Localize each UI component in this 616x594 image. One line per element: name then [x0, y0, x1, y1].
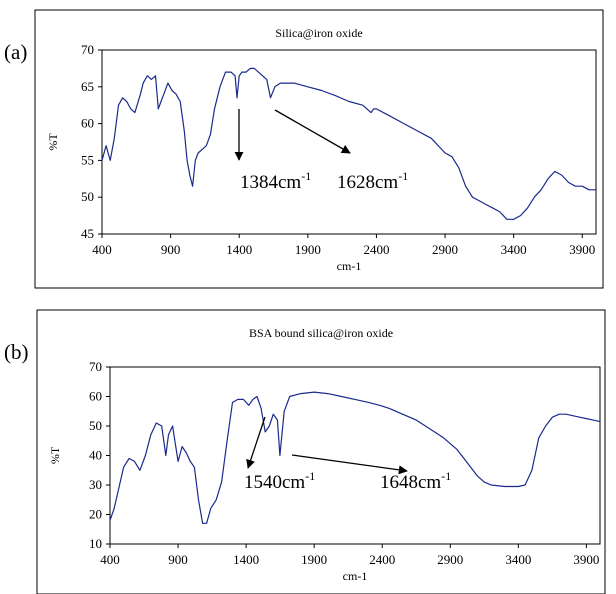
y-tick-label: 20: [89, 507, 102, 522]
annotation-superscript: -1: [441, 469, 451, 483]
annotation-label: 1540cm-1: [244, 469, 315, 493]
x-tick-label: 2400: [363, 242, 389, 257]
panel-a: (a) Silica@iron oxide 400 900 1400 1900 2400 2…: [0, 0, 616, 290]
chart-frame: [34, 9, 604, 289]
x-tick-label: 400: [92, 242, 112, 257]
x-tick-label: 3400: [505, 552, 531, 567]
x-tick-label: 3400: [501, 242, 527, 257]
x-tick-label: 2900: [432, 242, 458, 257]
y-axis-label: %T: [46, 133, 60, 151]
x-axis-label: cm-1: [337, 259, 362, 273]
x-tick-label: 1900: [301, 552, 327, 567]
ftir-chart-a: Silica@iron oxide 400 900 1400 1900 2400 2900 3…: [34, 9, 604, 289]
x-tick-label: 400: [100, 552, 120, 567]
annotation-arrow: [246, 416, 266, 469]
x-tick-label: 3900: [573, 552, 599, 567]
spectrum-line: [109, 391, 601, 524]
annotation-arrow: [274, 109, 351, 154]
annotation-superscript: -1: [301, 169, 311, 183]
x-tick-label: 900: [161, 242, 181, 257]
x-tick-label: 1900: [295, 242, 321, 257]
y-tick-label: 60: [81, 116, 94, 131]
y-tick-label: 45: [81, 226, 94, 241]
y-tick-label: 40: [89, 448, 102, 463]
x-tick-label: 1400: [233, 552, 259, 567]
panel-label: (a): [4, 40, 28, 64]
spectrum-line: [101, 67, 596, 220]
y-tick-label: 50: [81, 189, 94, 204]
annotation-label: 1384cm-1: [240, 169, 311, 193]
y-tick-label: 55: [81, 152, 94, 167]
chart-title: BSA bound silica@iron oxide: [249, 326, 393, 340]
chart-title: Silica@iron oxide: [275, 26, 362, 40]
y-axis-label: %T: [48, 446, 62, 464]
plot-area: [101, 49, 597, 235]
annotation-superscript: -1: [398, 169, 408, 183]
ftir-chart-b: BSA bound silica@iron oxide 400 900 1400 190…: [36, 309, 606, 594]
y-tick-label: 30: [89, 477, 102, 492]
x-tick-label: 2400: [369, 552, 395, 567]
panel-label: (b): [4, 340, 29, 364]
y-tick-label: 60: [89, 389, 102, 404]
x-tick-label: 2900: [437, 552, 463, 567]
y-tick-label: 50: [89, 418, 102, 433]
x-tick-label: 900: [168, 552, 188, 567]
x-tick-label: 3900: [569, 242, 595, 257]
annotation-arrow: [291, 454, 408, 475]
annotation-superscript: -1: [305, 469, 315, 483]
y-tick-label: 70: [89, 359, 102, 374]
y-tick-label: 65: [81, 79, 94, 94]
annotation-label: 1648cm-1: [380, 469, 451, 493]
y-tick-label: 70: [81, 42, 94, 57]
panel-b: (b) BSA bound silica@iron oxide 400 900 140…: [0, 300, 616, 594]
y-tick-label: 10: [89, 536, 102, 551]
x-axis-label: cm-1: [343, 569, 368, 583]
chart-frame: [36, 309, 606, 594]
plot-area: [109, 366, 601, 545]
x-tick-label: 1400: [226, 242, 252, 257]
annotation-label: 1628cm-1: [337, 169, 408, 193]
